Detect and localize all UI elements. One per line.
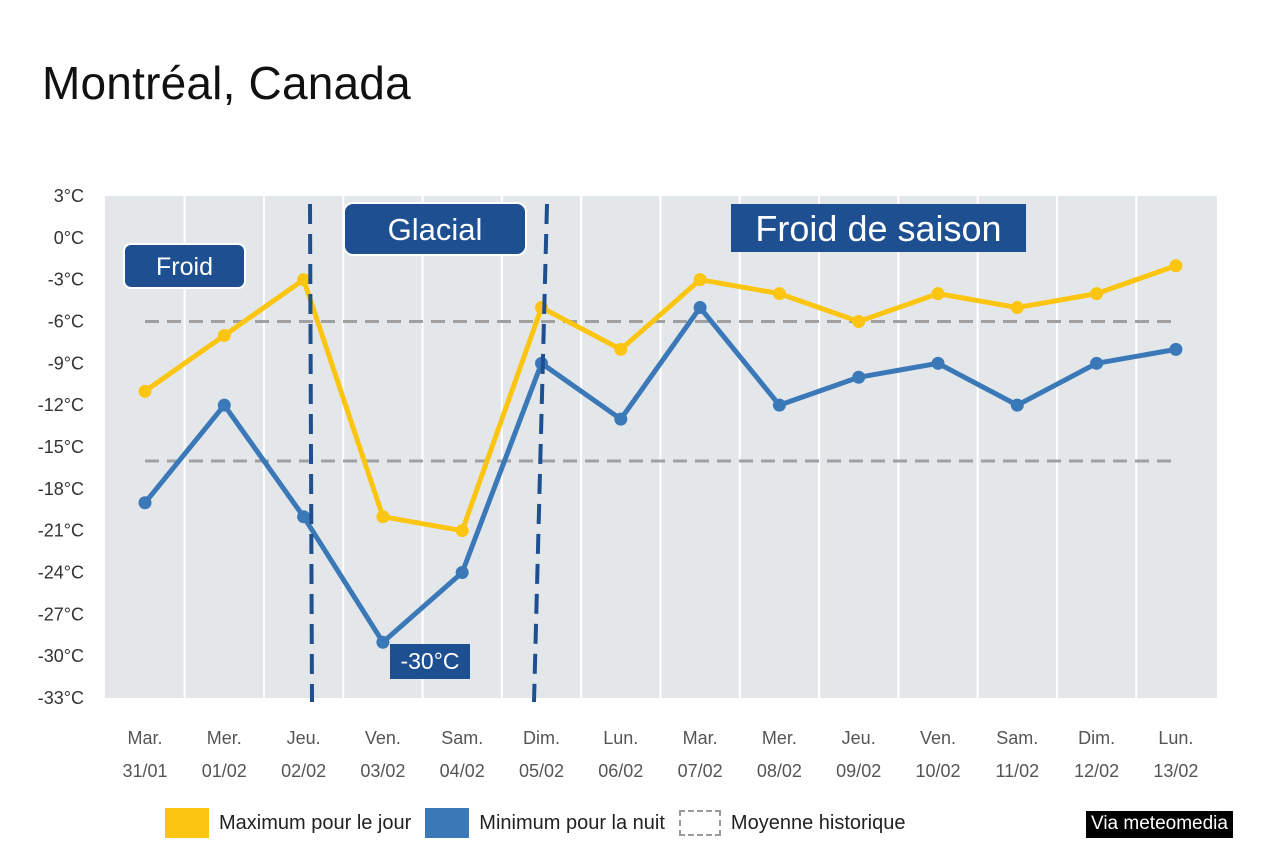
- series-max-point: [614, 342, 628, 356]
- y-tick-label: -27°C: [38, 604, 84, 624]
- legend-swatch-max: [165, 808, 209, 838]
- y-tick-label: -33°C: [38, 688, 84, 708]
- x-tick-day: Mer.: [207, 728, 242, 748]
- series-max-point: [693, 273, 707, 287]
- series-min-point: [217, 398, 231, 412]
- y-tick-label: 3°C: [54, 186, 84, 206]
- series-max-point: [772, 287, 786, 301]
- legend-item-min: Minimum pour la nuit: [425, 808, 665, 838]
- series-min-point: [1010, 398, 1024, 412]
- series-max-point: [1010, 301, 1024, 315]
- period-label: Froid: [156, 253, 213, 281]
- x-tick-day: Jeu.: [287, 728, 321, 748]
- series-min-line: [142, 305, 1179, 645]
- x-tick-day: Mer.: [762, 728, 797, 748]
- series-min-point: [297, 510, 311, 524]
- period-label-box: [123, 243, 246, 289]
- y-tick-label: -15°C: [38, 437, 84, 457]
- x-tick-day: Ven.: [365, 728, 401, 748]
- period-label: Froid de saison: [755, 208, 1001, 249]
- legend-swatch-min: [425, 808, 470, 838]
- y-tick-label: -6°C: [48, 312, 84, 332]
- series-min-point: [1169, 342, 1183, 356]
- series-min-point: [376, 635, 390, 649]
- series-min-point: [693, 301, 707, 315]
- x-tick-day: Jeu.: [842, 728, 876, 748]
- series-max-point: [852, 315, 866, 328]
- x-axis-ticks: Mar. 31/01 Mer. 01/02 Jeu. 02/02 Ven. 03/02 Sam.…: [122, 728, 1198, 781]
- x-tick-day: Mar.: [127, 728, 162, 748]
- series-max-line: [142, 263, 1179, 534]
- period-label-box: [731, 204, 1026, 252]
- series-min-point: [852, 370, 866, 384]
- x-tick-date: 03/02: [360, 761, 405, 781]
- y-axis-ticks: 3°C 0°C -3°C -6°C -9°C -12°C -15°C -18°C -21°C -2…: [38, 186, 84, 708]
- period-divider: [308, 203, 314, 703]
- legend-label-min: Minimum pour la nuit: [479, 811, 665, 834]
- series-max-point: [138, 384, 152, 398]
- series-max-point: [455, 524, 469, 538]
- x-tick-date: 13/02: [1153, 761, 1198, 781]
- x-tick-date: 08/02: [757, 761, 802, 781]
- series-min-point: [1090, 356, 1104, 370]
- y-tick-label: -30°C: [38, 646, 84, 666]
- y-tick-label: -3°C: [48, 270, 84, 290]
- x-tick-date: 01/02: [202, 761, 247, 781]
- x-tick-date: 07/02: [678, 761, 723, 781]
- series: [138, 259, 1183, 649]
- y-tick-label: -9°C: [48, 353, 84, 373]
- period-label-box: [343, 202, 527, 256]
- x-tick-day: Lun.: [603, 728, 638, 748]
- series-max-point: [1169, 259, 1183, 273]
- legend: Maximum pour le jour Minimum pour la nui…: [165, 808, 919, 838]
- x-tick-date: 31/01: [122, 761, 167, 781]
- source-tag: Via meteomedia: [1086, 811, 1233, 838]
- x-tick-day: Sam.: [441, 728, 483, 748]
- series-min-point: [138, 496, 152, 510]
- x-tick-date: 11/02: [995, 761, 1039, 781]
- period-dividers: [308, 203, 549, 703]
- x-tick-day: Lun.: [1158, 728, 1193, 748]
- y-tick-label: -24°C: [38, 563, 84, 583]
- y-tick-label: -18°C: [38, 479, 84, 499]
- legend-label-max: Maximum pour le jour: [219, 811, 412, 834]
- legend-swatch-average: [678, 810, 721, 836]
- series-max-point: [376, 510, 390, 524]
- period-divider: [532, 203, 549, 703]
- legend-label-average: Moyenne historique: [730, 811, 906, 834]
- x-tick-day: Dim.: [523, 728, 560, 748]
- x-tick-day: Ven.: [920, 728, 956, 748]
- average-lines: [145, 320, 1176, 463]
- x-tick-date: 05/02: [519, 761, 564, 781]
- annotation-box: [390, 644, 470, 679]
- x-tick-date: 04/02: [440, 761, 485, 781]
- series-min-point: [931, 356, 945, 370]
- x-tick-date: 06/02: [598, 761, 643, 781]
- x-tick-date: 02/02: [281, 761, 326, 781]
- series-max-point: [931, 287, 945, 301]
- x-tick-day: Dim.: [1078, 728, 1115, 748]
- series-max-point: [297, 273, 311, 287]
- y-tick-label: -21°C: [38, 521, 84, 541]
- y-tick-label: 0°C: [54, 228, 84, 248]
- legend-item-average: Moyenne historique: [678, 810, 906, 836]
- series-min-point: [772, 398, 786, 412]
- series-max-point: [217, 328, 231, 342]
- period-labels: Froid Glacial Froid de saison -30°C: [123, 202, 1026, 679]
- series-max-point: [1090, 287, 1104, 301]
- series-min-point: [455, 566, 469, 579]
- period-label: Glacial: [388, 212, 483, 247]
- page-title: Montréal, Canada: [42, 57, 411, 109]
- x-tick-day: Sam.: [996, 728, 1038, 748]
- x-tick-date: 12/02: [1074, 761, 1119, 781]
- series-min-point: [614, 412, 628, 426]
- legend-item-max: Maximum pour le jour: [165, 808, 411, 838]
- x-tick-day: Mar.: [683, 728, 718, 748]
- x-tick-date: 10/02: [915, 761, 960, 781]
- y-tick-label: -12°C: [38, 395, 84, 415]
- annotation-label: -30°C: [400, 648, 459, 674]
- x-tick-date: 09/02: [836, 761, 881, 781]
